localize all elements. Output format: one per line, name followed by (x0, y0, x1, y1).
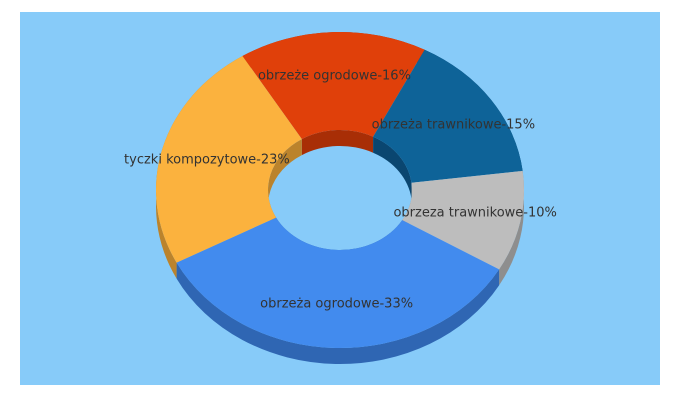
data-label: obrzeża trawnikowe-15% (372, 117, 535, 132)
data-label: tyczki kompozytowe-23% (124, 152, 290, 167)
slice (242, 31, 425, 140)
slice-inner-side (373, 136, 412, 199)
slice (156, 56, 302, 263)
slice-side (499, 170, 524, 286)
slice (373, 49, 523, 183)
slice-inner-side (301, 130, 374, 156)
slice (176, 217, 500, 348)
data-label: obrzeże ogrodowe-16% (258, 69, 411, 84)
slice-inner-side (268, 139, 302, 234)
slice-side (176, 262, 500, 365)
data-label: obrzeza trawnikowe-10% (393, 205, 556, 220)
slice (402, 170, 524, 270)
data-label: obrzeża ogrodowe-33% (260, 296, 413, 311)
